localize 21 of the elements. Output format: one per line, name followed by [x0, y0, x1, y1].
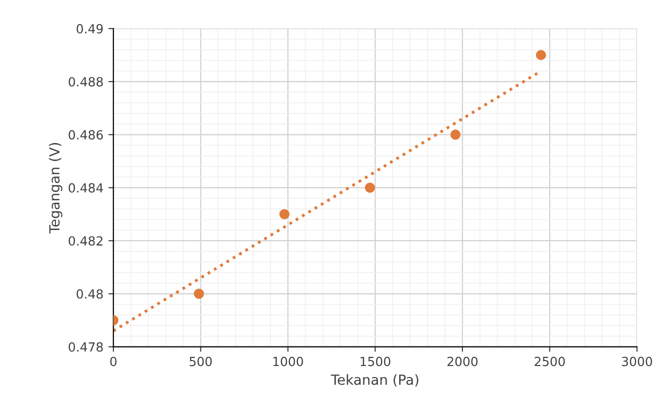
y-tick-label: 0.488	[68, 77, 103, 87]
y-tick-label: 0.486	[68, 130, 103, 140]
y-tick-label: 0.49	[76, 24, 103, 34]
x-tick-label: 1000	[273, 356, 303, 366]
x-tick-label: 2500	[534, 356, 565, 366]
point	[279, 209, 290, 220]
x-tick-label: 3000	[622, 356, 652, 366]
x-axis-title: Tekanan (Pa)	[330, 374, 418, 387]
y-axis-title: Tegangan (V)	[48, 143, 62, 234]
point	[450, 130, 461, 140]
point	[536, 50, 546, 60]
y-tick-label: 0.484	[68, 183, 103, 193]
point	[364, 182, 376, 193]
y-tick-label: 0.478	[68, 342, 103, 352]
x-tick-label: 2000	[447, 356, 478, 366]
x-tick-label: 1500	[360, 356, 390, 366]
point	[194, 288, 204, 299]
y-tick-label: 0.482	[68, 236, 102, 246]
x-tick-label: 500	[190, 356, 212, 366]
x-tick-label: 0	[110, 356, 117, 366]
y-tick-label: 0.48	[76, 289, 103, 299]
